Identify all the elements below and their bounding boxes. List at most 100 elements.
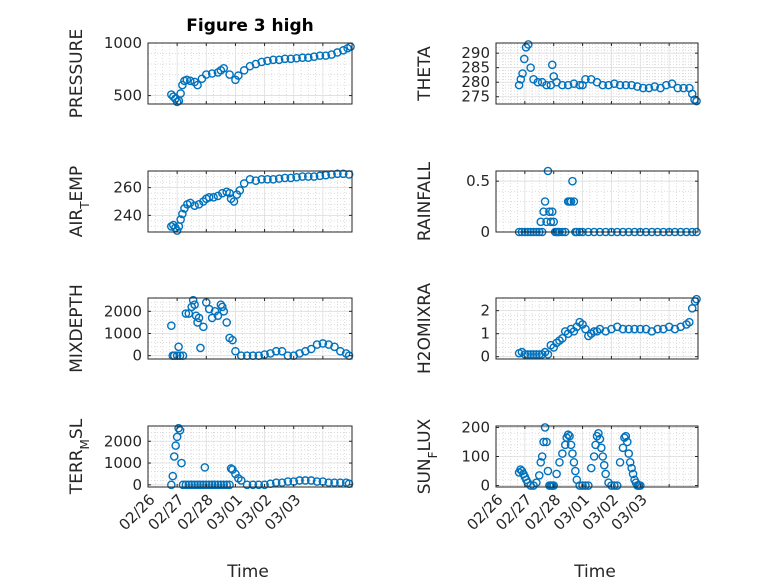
data-point <box>612 481 622 490</box>
data-point <box>563 80 573 90</box>
data-point <box>199 480 208 490</box>
data-point <box>184 480 194 490</box>
data-point <box>280 173 290 183</box>
data-point <box>598 452 608 461</box>
data-point <box>650 82 660 91</box>
data-point <box>231 346 240 356</box>
data-point <box>558 449 567 458</box>
data-point <box>635 481 645 490</box>
y-tick-label: 1000 <box>104 454 142 472</box>
data-point <box>635 324 645 334</box>
data-point <box>545 207 554 216</box>
data-point <box>518 69 527 78</box>
data-point <box>621 80 631 90</box>
y-tick-label: 275 <box>461 88 490 106</box>
data-point <box>516 75 526 84</box>
y-tick-label: 100 <box>461 448 490 466</box>
data-point <box>630 324 639 334</box>
chart-air_temp: 240 260 AIRTEMP <box>67 166 354 237</box>
chart-sun_flux: 010020002/2602/2702/2803/0103/0203/03SUN… <box>415 418 699 582</box>
data-point <box>534 471 544 480</box>
y-axis-label: H2OMIXRA <box>415 283 435 374</box>
data-point <box>234 71 243 80</box>
data-point <box>219 307 229 316</box>
data-point <box>624 449 634 458</box>
data-point <box>193 318 202 327</box>
data-point <box>190 480 199 490</box>
data-point <box>204 193 214 202</box>
data-point <box>569 197 579 206</box>
data-point <box>615 458 625 467</box>
data-point <box>178 80 187 90</box>
data-point <box>547 60 557 70</box>
data-point <box>566 440 576 450</box>
data-point <box>185 198 195 208</box>
data-point <box>274 55 284 65</box>
y-axis-label: THETA <box>415 46 435 102</box>
data-point <box>213 480 223 490</box>
data-point <box>239 179 249 188</box>
data-point <box>199 322 208 332</box>
data-point <box>303 172 313 181</box>
data-point <box>594 428 603 438</box>
y-tick-label: 2 <box>480 302 490 320</box>
data-point <box>604 80 613 90</box>
data-point <box>661 80 671 90</box>
y-axis-label: TERRMSL <box>67 418 92 495</box>
data-point <box>540 197 550 206</box>
data-point <box>178 209 187 219</box>
data-point <box>274 174 284 183</box>
data-point <box>204 480 214 490</box>
data-point <box>673 83 683 93</box>
data-point <box>175 426 185 435</box>
data-point <box>597 443 606 453</box>
data-point <box>210 480 220 490</box>
data-point <box>292 53 301 63</box>
y-axis-label: PRESSURE <box>67 29 87 118</box>
data-point <box>196 480 205 490</box>
data-point <box>333 169 342 179</box>
data-point <box>235 186 245 195</box>
data-point <box>532 350 541 359</box>
data-point <box>298 53 307 63</box>
data-point <box>306 344 316 354</box>
data-point <box>193 480 202 490</box>
data-point <box>627 463 636 473</box>
data-point <box>260 480 269 490</box>
axes-box <box>147 42 353 105</box>
data-point <box>526 63 535 72</box>
data-point <box>552 469 561 479</box>
data-point <box>185 76 195 86</box>
data-point <box>624 324 634 334</box>
data-point <box>286 54 296 64</box>
data-point <box>679 83 688 93</box>
chart-h2omixra: 0 1 2 H2OMIXRA <box>415 283 701 374</box>
y-tick-label: 0 <box>480 477 490 495</box>
data-point <box>181 480 191 490</box>
data-point <box>569 458 579 467</box>
data-point <box>338 169 348 179</box>
data-point <box>271 346 281 356</box>
data-point <box>303 53 313 63</box>
data-point <box>190 300 199 309</box>
data-point <box>529 350 538 359</box>
y-tick-label: 1000 <box>104 324 142 342</box>
axes-box <box>147 425 353 488</box>
data-point <box>543 466 553 476</box>
data-point <box>330 478 339 487</box>
chart-pressure: 500 1000 PRESSURE Figure 3 high <box>67 16 355 118</box>
data-point <box>692 96 701 106</box>
data-point <box>338 46 348 55</box>
axes-box <box>147 170 353 233</box>
data-point <box>216 480 226 490</box>
data-point <box>277 346 287 356</box>
data-point <box>193 80 202 90</box>
data-point <box>685 317 694 327</box>
data-point <box>563 430 573 440</box>
data-point <box>182 75 192 85</box>
data-point <box>229 197 239 206</box>
y-tick-label: 260 <box>113 179 142 197</box>
chart-rainfall: 0 0.5 RAINFALL <box>415 161 701 241</box>
